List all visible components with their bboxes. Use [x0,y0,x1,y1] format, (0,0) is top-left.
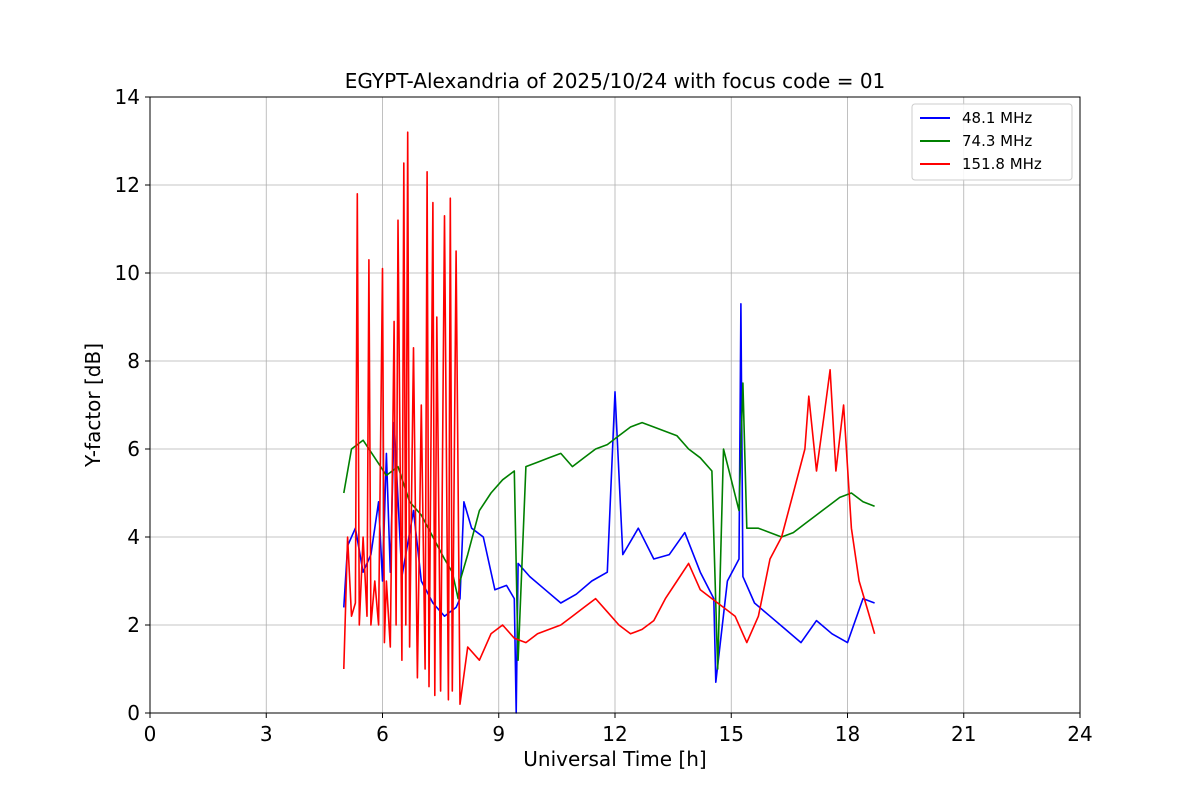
x-axis-label: Universal Time [h] [523,747,706,771]
x-tick-label: 21 [951,722,976,746]
y-tick-label: 8 [127,349,140,373]
x-tick-label: 0 [144,722,157,746]
series-line-74-3-mhz [343,382,875,670]
legend-label: 151.8 MHz [962,155,1042,173]
legend: 48.1 MHz 74.3 MHz 151.8 MHz [911,103,1073,181]
x-tick-label: 18 [835,722,860,746]
x-tick-label: 24 [1067,722,1092,746]
x-tick-label: 3 [260,722,273,746]
y-axis-label: Y-factor [dB] [81,343,105,468]
y-tick-label: 0 [127,701,140,725]
x-tick-label: 12 [602,722,627,746]
legend-label: 48.1 MHz [962,109,1032,127]
y-tick-label: 6 [127,437,140,461]
legend-label: 74.3 MHz [962,132,1032,150]
x-tick-label: 15 [719,722,744,746]
y-tick-label: 10 [115,261,140,285]
chart-title: EGYPT-Alexandria of 2025/10/24 with focu… [345,69,886,93]
x-tick-label: 9 [492,722,505,746]
y-tick-label: 12 [115,173,140,197]
y-tick-label: 2 [127,613,140,637]
series-line-151-8-mhz [343,131,876,706]
x-tick-label: 6 [376,722,389,746]
y-tick-label: 14 [115,85,140,109]
series-lines [343,131,876,714]
y-tick-label: 4 [127,525,140,549]
legend-box [911,103,1073,181]
